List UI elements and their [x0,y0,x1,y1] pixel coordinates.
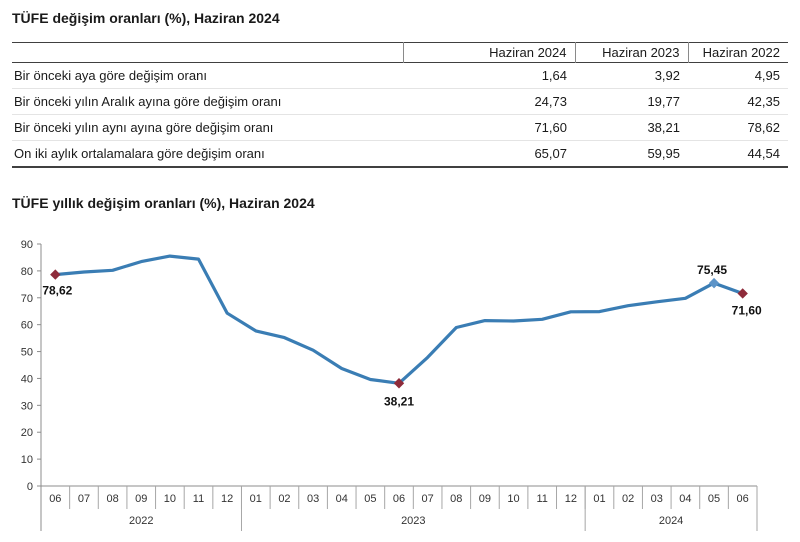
page: TÜFE değişim oranları (%), Haziran 2024 … [0,0,800,211]
annotations: 78,62 38,21 75,45 71,60 [42,263,762,408]
month-label: 10 [507,493,519,505]
y-axis: 0 10 20 30 40 50 60 70 80 90 [21,239,41,493]
table-row: On iki aylık ortalamalara göre değişim o… [12,141,788,168]
table-row: Bir önceki yılın aynı ayına göre değişim… [12,115,788,141]
cpi-change-table: Haziran 2024 Haziran 2023 Haziran 2022 B… [12,42,788,168]
month-label: 11 [193,493,204,505]
row-value: 1,64 [541,68,567,83]
row-label: Bir önceki yılın Aralık ayına göre değiş… [14,94,282,109]
row-value: 65,07 [534,146,567,161]
row-label: On iki aylık ortalamalara göre değişim o… [14,146,265,161]
row-value: 4,95 [754,68,780,83]
y-tick-label: 50 [21,347,33,359]
y-tick-label: 60 [21,320,33,332]
red-diamond [393,378,405,389]
month-label: 06 [737,493,749,505]
y-tick-label: 10 [21,454,33,466]
month-label: 06 [393,493,405,505]
month-label: 02 [622,493,634,505]
table-title: TÜFE değişim oranları (%), Haziran 2024 [12,10,280,26]
row-label: Bir önceki yılın aynı ayına göre değişim… [14,120,274,135]
chart-title: TÜFE yıllık değişim oranları (%), Hazira… [12,195,315,211]
blue-diamond [708,277,720,289]
month-label: 01 [593,493,605,505]
table-row: Bir önceki aya göre değişim oranı 1,64 3… [12,63,788,89]
month-label: 06 [49,493,61,505]
month-label: 10 [164,493,176,505]
data-point-label: 71,60 [732,303,762,317]
month-label: 09 [479,493,491,505]
y-tick-label: 40 [21,373,33,385]
series [53,254,745,385]
data-point-label: 38,21 [384,394,414,408]
month-label: 09 [135,493,147,505]
table-header-jun2023: Haziran 2023 [574,42,688,63]
y-tick-label: 30 [21,400,33,412]
y-tick-label: 20 [21,427,33,439]
y-tick-label: 0 [27,481,33,493]
year-label: 2022 [129,515,153,527]
month-label: 07 [422,493,434,505]
row-value: 3,92 [654,68,680,83]
x-axis-months: 06 07 08 09 10 11 12 01 02 03 04 05 06 07 08 09 10 11 12 01… [49,486,749,509]
month-label: 05 [364,493,376,505]
data-point-label: 75,45 [697,263,727,277]
month-label: 02 [278,493,290,505]
month-label: 08 [450,493,462,505]
table-header-row: Haziran 2024 Haziran 2023 Haziran 2022 [12,42,788,63]
data-point-label: 78,62 [42,284,72,298]
row-value: 38,21 [647,120,680,135]
table-row: Bir önceki yılın Aralık ayına göre değiş… [12,89,788,115]
x-axis-years: 2022 2023 2024 [129,486,683,531]
row-value: 24,73 [534,94,567,109]
month-label: 01 [250,493,262,505]
y-tick-label: 80 [21,266,33,278]
month-label: 04 [336,493,348,505]
month-label: 12 [221,493,233,505]
cpi-series-line [53,254,745,385]
row-value: 71,60 [534,120,567,135]
month-label: 12 [565,493,577,505]
year-label: 2023 [401,515,425,527]
month-label: 05 [708,493,720,505]
table-header-jun2024: Haziran 2024 [402,42,575,63]
row-label: Bir önceki aya göre değişim oranı [14,68,207,83]
year-label: 2024 [659,515,683,527]
row-value: 19,77 [647,94,680,109]
red-diamond [50,269,61,280]
month-label: 03 [307,493,319,505]
y-tick-label: 70 [21,293,33,305]
y-tick-label: 90 [21,239,33,251]
month-label: 03 [651,493,663,505]
month-label: 07 [78,493,90,505]
row-value: 44,54 [747,146,780,161]
month-label: 08 [106,493,118,505]
row-value: 42,35 [747,94,780,109]
table-header-jun2022: Haziran 2022 [687,42,788,63]
row-value: 78,62 [747,120,780,135]
axis-frame [40,244,758,531]
month-label: 11 [536,493,547,505]
row-value: 59,95 [647,146,680,161]
red-diamond [737,288,748,299]
table-header-empty [12,43,403,63]
month-label: 04 [679,493,691,505]
